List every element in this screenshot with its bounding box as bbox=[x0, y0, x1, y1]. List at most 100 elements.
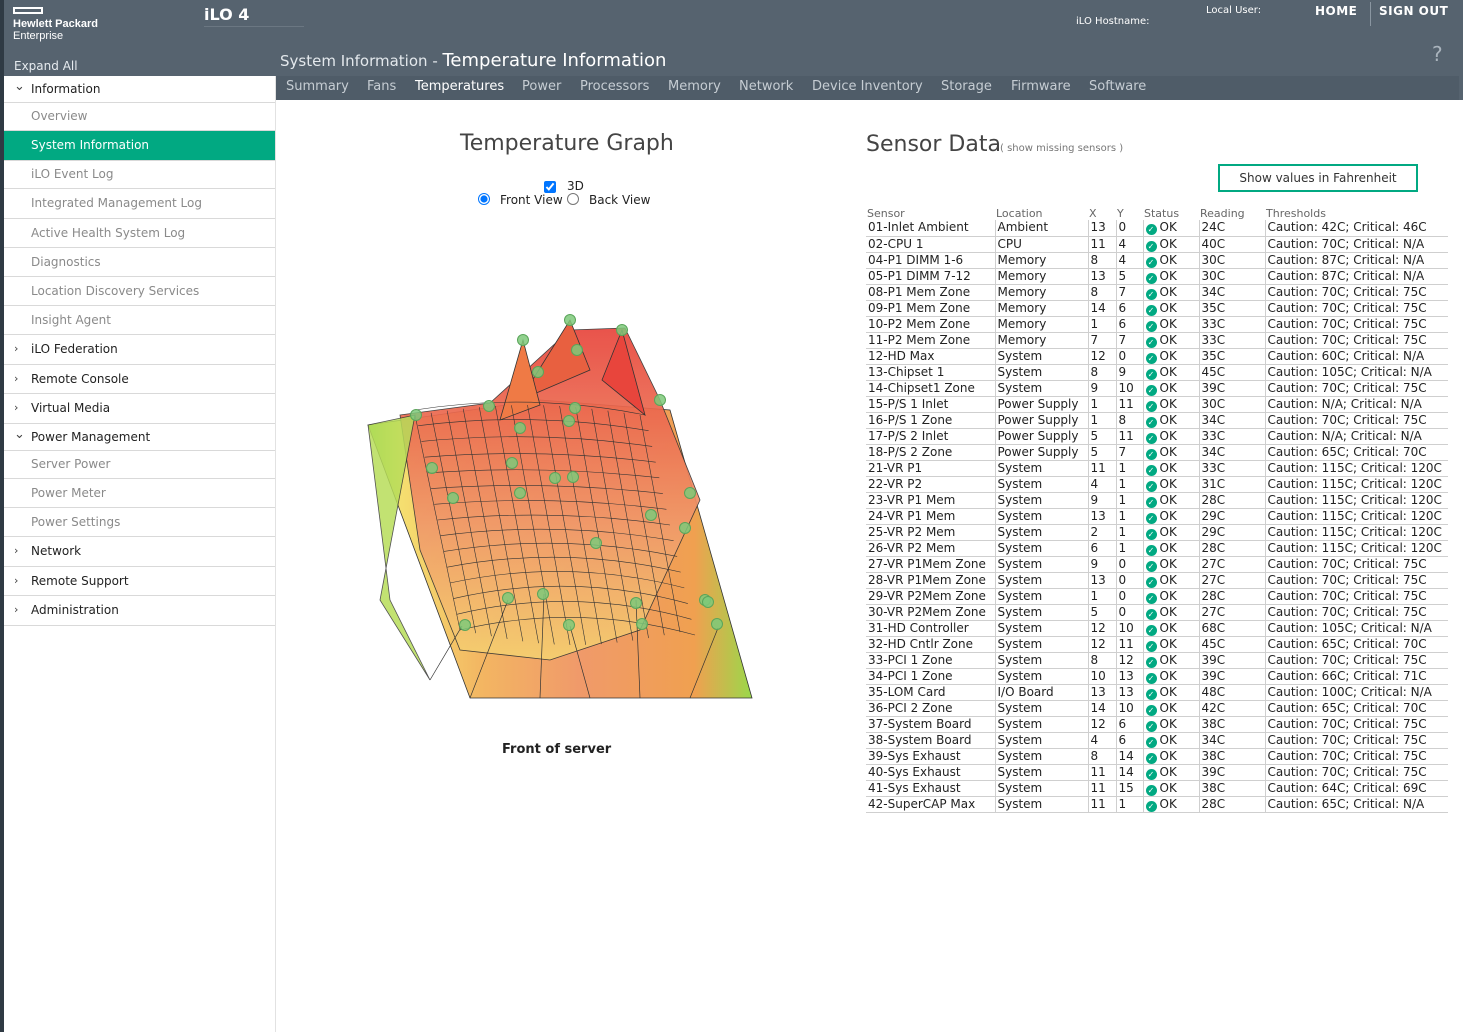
sidebar-item-remote-support[interactable]: › Remote Support bbox=[4, 567, 275, 596]
sensor-point[interactable] bbox=[502, 592, 514, 604]
sensor-point[interactable] bbox=[590, 537, 602, 549]
sensor-point[interactable] bbox=[679, 522, 691, 534]
back-view-radio[interactable] bbox=[567, 193, 579, 205]
status-cell: ✓ OK bbox=[1142, 412, 1199, 429]
sensor-point[interactable] bbox=[537, 588, 549, 600]
tab-power[interactable]: Power bbox=[522, 79, 562, 94]
tab-storage[interactable]: Storage bbox=[941, 79, 992, 94]
table-row: 38-System Board System 4 6 ✓ OK 34C Caution: 70… bbox=[866, 732, 1448, 749]
sensor-point[interactable] bbox=[645, 509, 657, 521]
tab-network[interactable]: Network bbox=[739, 79, 794, 94]
status-cell: ✓ OK bbox=[1142, 380, 1199, 397]
tab-processors[interactable]: Processors bbox=[580, 79, 650, 94]
cell-reading: 30C bbox=[1198, 396, 1265, 413]
sensor-point[interactable] bbox=[410, 409, 422, 421]
breadcrumb-system-information: System Information bbox=[280, 52, 428, 70]
graph-caption: Front of server bbox=[502, 742, 612, 757]
status-text: OK bbox=[1159, 556, 1177, 571]
sidebar-item-label: Power Meter bbox=[31, 486, 106, 500]
mesh-line bbox=[591, 408, 634, 641]
show-fahrenheit-button[interactable]: Show values in Fahrenheit bbox=[1218, 164, 1418, 192]
tab-software[interactable]: Software bbox=[1089, 79, 1147, 94]
sidebar-item-system-information[interactable]: System Information bbox=[4, 131, 275, 161]
sensor-point[interactable] bbox=[517, 334, 529, 346]
sidebar-item-label: Remote Support bbox=[31, 574, 129, 588]
cell-location: System bbox=[994, 636, 1088, 653]
page-title: System Information - Temperature Informa… bbox=[280, 50, 666, 71]
tab-summary[interactable]: Summary bbox=[286, 79, 349, 94]
sidebar-item-administration[interactable]: › Administration bbox=[4, 596, 275, 626]
mesh-line bbox=[434, 500, 667, 510]
sensor-point[interactable] bbox=[532, 366, 544, 378]
front-view-radio[interactable] bbox=[478, 193, 490, 205]
expand-all-link[interactable]: Expand All bbox=[14, 59, 78, 73]
sensor-point[interactable] bbox=[426, 462, 438, 474]
chevron-down-icon: ⌄ bbox=[14, 427, 25, 442]
cell-reading: 33C bbox=[1198, 460, 1265, 477]
sidebar-item-power-settings[interactable]: Power Settings bbox=[4, 508, 275, 537]
mesh-line bbox=[421, 436, 653, 447]
show-missing-sensors-link[interactable]: ( show missing sensors ) bbox=[1000, 143, 1124, 154]
sidebar-item-insight-agent[interactable]: Insight Agent bbox=[4, 306, 275, 335]
hpe-logo[interactable]: Hewlett Packard Enterprise bbox=[4, 0, 276, 48]
sidebar-item-power-management[interactable]: ⌄ Power Management bbox=[4, 424, 275, 451]
sidebar-item-virtual-media[interactable]: › Virtual Media bbox=[4, 394, 275, 424]
sign-out-link[interactable]: SIGN OUT bbox=[1379, 4, 1449, 18]
sidebar-item-power-meter[interactable]: Power Meter bbox=[4, 479, 275, 508]
sensor-point[interactable] bbox=[702, 596, 714, 608]
sensor-point[interactable] bbox=[684, 487, 696, 499]
sensor-point[interactable] bbox=[459, 619, 471, 631]
cell-thresholds: Caution: 60C; Critical: N/A bbox=[1264, 348, 1448, 365]
cell-location: System bbox=[994, 668, 1088, 685]
cell-x: 12 bbox=[1087, 636, 1116, 653]
graph-sensor-points bbox=[410, 314, 723, 631]
mesh-line bbox=[559, 405, 602, 645]
tab-temperatures[interactable]: Temperatures bbox=[415, 79, 505, 94]
sensor-point[interactable] bbox=[616, 324, 628, 336]
sensor-point[interactable] bbox=[571, 344, 583, 356]
sidebar-item-active-health-system-log[interactable]: Active Health System Log bbox=[4, 219, 275, 248]
sidebar-item-ilo-event-log[interactable]: iLO Event Log bbox=[4, 161, 275, 189]
sensor-point[interactable] bbox=[630, 597, 642, 609]
sensor-point[interactable] bbox=[483, 400, 495, 412]
help-icon[interactable]: ? bbox=[1432, 42, 1443, 66]
sensor-point[interactable] bbox=[549, 472, 561, 484]
sensor-point[interactable] bbox=[636, 618, 648, 630]
sensor-point[interactable] bbox=[447, 492, 459, 504]
sidebar-item-network[interactable]: › Network bbox=[4, 537, 275, 567]
home-link[interactable]: HOME bbox=[1315, 4, 1358, 18]
sensor-point[interactable] bbox=[564, 314, 576, 326]
tab-memory[interactable]: Memory bbox=[668, 79, 721, 94]
sidebar-item-integrated-management-log[interactable]: Integrated Management Log bbox=[4, 189, 275, 219]
sensor-point[interactable] bbox=[514, 422, 526, 434]
sidebar-item-information[interactable]: ⌄ Information bbox=[4, 76, 275, 103]
cell-reading: 40C bbox=[1198, 236, 1265, 253]
sensor-point[interactable] bbox=[563, 619, 575, 631]
status-cell: ✓ OK bbox=[1142, 396, 1199, 413]
3d-checkbox[interactable] bbox=[544, 181, 556, 193]
sensor-point[interactable] bbox=[563, 415, 575, 427]
status-text: OK bbox=[1159, 460, 1177, 475]
sensor-point[interactable] bbox=[569, 402, 581, 414]
sidebar-item-remote-console[interactable]: › Remote Console bbox=[4, 365, 275, 394]
sensor-point[interactable] bbox=[506, 457, 518, 469]
sensor-point[interactable] bbox=[654, 394, 666, 406]
sidebar-item-server-power[interactable]: Server Power bbox=[4, 451, 275, 479]
sidebar-item-diagnostics[interactable]: Diagnostics bbox=[4, 248, 275, 277]
sidebar-item-ilo-federation[interactable]: › iLO Federation bbox=[4, 335, 275, 365]
temperature-3d-graph[interactable] bbox=[340, 300, 780, 720]
status-ok-icon: ✓ bbox=[1145, 592, 1157, 603]
sensor-point[interactable] bbox=[514, 487, 526, 499]
sidebar-item-location-discovery-services[interactable]: Location Discovery Services bbox=[4, 277, 275, 306]
sidebar-item-label: Server Power bbox=[31, 457, 111, 471]
tab-device-inventory[interactable]: Device Inventory bbox=[812, 79, 923, 94]
tab-fans[interactable]: Fans bbox=[367, 79, 397, 94]
sensor-point[interactable] bbox=[567, 471, 579, 483]
sidebar-item-overview[interactable]: Overview bbox=[4, 103, 275, 131]
status-text: OK bbox=[1159, 668, 1177, 683]
status-cell: ✓ OK bbox=[1142, 588, 1199, 605]
sensor-point[interactable] bbox=[711, 618, 723, 630]
cell-x: 13 bbox=[1087, 220, 1116, 237]
tab-firmware[interactable]: Firmware bbox=[1011, 79, 1071, 94]
